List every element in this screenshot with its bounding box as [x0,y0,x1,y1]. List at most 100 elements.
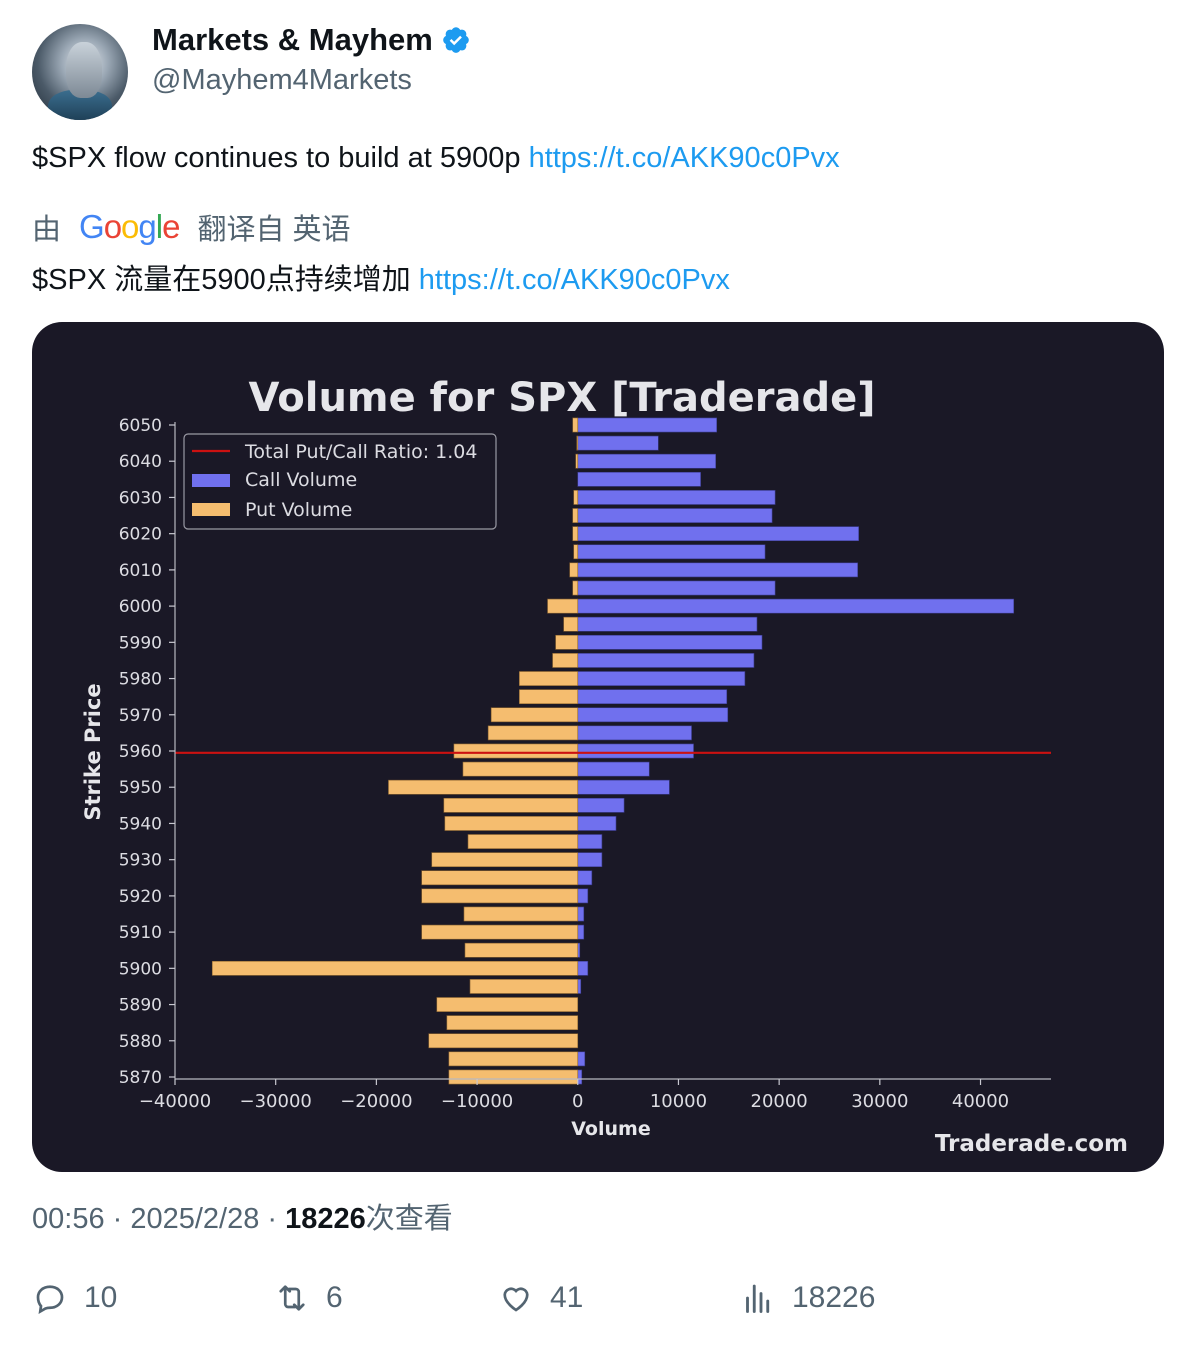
tweet-body: $SPX flow continues to build at 5900p [32,142,529,174]
call-volume-bar [577,1069,583,1085]
put-volume-bar [462,761,579,777]
google-logo: Google [79,208,180,245]
author-name[interactable]: Markets & Mayhem [152,22,433,57]
y-tick-label: 5950 [119,778,162,798]
put-volume-bar [573,544,579,560]
put-volume-bar [448,1051,579,1067]
call-volume-bar [577,852,603,868]
y-tick-label: 5870 [119,1068,162,1088]
legend-call-swatch [192,474,230,487]
put-volume-bar [572,508,579,523]
put-volume-bar [572,580,579,596]
call-volume-bar [577,544,766,560]
put-volume-bar [388,779,579,795]
x-tick-label: −20000 [340,1091,412,1112]
y-tick-label: 5970 [119,706,162,726]
call-volume-bar [577,616,758,632]
call-volume-bar [577,634,763,650]
put-volume-bar [431,852,579,868]
call-volume-bar [577,779,670,795]
put-volume-bar [572,526,579,542]
translation-attribution: 由 Google 翻译自 英语 [32,206,351,248]
legend-call-label: Call Volume [245,469,357,491]
analytics-icon [746,1284,770,1313]
call-volume-bar [577,562,858,578]
x-tick-label: 20000 [751,1091,808,1112]
call-volume-bar [577,761,650,777]
call-volume-bar [577,725,692,741]
call-volume-bar [577,960,589,976]
call-volume-bar [577,707,729,723]
put-volume-bar [211,960,579,976]
chart-title: Volume for SPX [Traderade] [248,375,875,421]
put-volume-bar [421,870,579,886]
y-tick-label: 5880 [119,1032,162,1052]
y-tick-label: 6020 [119,525,162,545]
tweet-link[interactable]: https://t.co/AKK90c0Pvx [528,142,840,174]
tweet-timestamp[interactable]: 00:56 · 2025/2/28 · [32,1203,286,1235]
action-bar: 10 6 41 18226 [32,1280,1164,1330]
y-tick-label: 5990 [119,633,162,653]
put-volume-bar [421,888,579,904]
translated-by-label: 由 [32,214,62,246]
call-volume-bar [577,834,603,849]
call-volume-bar [577,870,593,886]
call-volume-bar [577,435,659,451]
y-tick-label: 5980 [119,670,162,690]
volume-chart: Volume for SPX [Traderade] 6050 6040 6030 60… [81,375,1128,1157]
put-volume-bar [547,598,579,614]
y-tick-label: 6050 [119,416,162,436]
retweet-count: 6 [326,1281,343,1314]
like-button[interactable]: 41 [498,1280,583,1316]
views-label: 次查看 [365,1203,453,1235]
y-tick-label: 6040 [119,452,162,472]
put-volume-bar [519,671,579,686]
put-volume-bar [572,417,579,433]
avatar[interactable] [32,24,128,120]
x-tick-label: 40000 [952,1091,1009,1112]
tweet-meta: 00:56 · 2025/2/28 · 18226次查看 [32,1195,453,1237]
put-volume-bar [490,707,579,723]
x-tick-label: 10000 [650,1091,707,1112]
y-tick-label: 6010 [119,561,162,581]
call-volume-bar [577,490,776,505]
y-tick-label: 6030 [119,488,162,508]
retweet-icon [279,1285,305,1311]
put-volume-bar [436,997,579,1012]
put-volume-bar [464,942,579,958]
x-tick-label: 30000 [851,1091,908,1112]
retweet-button[interactable]: 6 [274,1280,343,1316]
call-volume-bar [577,508,773,523]
views-button[interactable]: 18226 [740,1280,875,1316]
translated-from-label[interactable]: 翻译自 英语 [197,214,351,246]
views-action-count: 18226 [792,1281,876,1314]
call-volume-bar [577,417,718,433]
translated-body: $SPX 流量在5900点持续增加 [32,264,419,296]
reply-button[interactable]: 10 [32,1280,117,1316]
put-volume-bar [555,634,579,650]
x-tick-label: 0 [572,1091,583,1112]
translated-link[interactable]: https://t.co/AKK90c0Pvx [418,264,730,296]
like-count: 41 [550,1281,584,1314]
put-volume-bar [575,453,579,469]
author-handle[interactable]: @Mayhem4Markets [152,64,412,96]
put-volume-bar [467,834,579,849]
call-volume-bar [577,580,776,596]
call-volume-bar [577,979,582,994]
put-volume-bar [428,1033,579,1049]
put-volume-bar [519,689,579,705]
chart-image[interactable]: Volume for SPX [Traderade] 6050 6040 6030 60… [32,322,1164,1172]
call-volume-bar [577,671,746,686]
y-axis-label: Strike Price [81,683,105,820]
legend-ratio-label: Total Put/Call Ratio: 1.04 [244,441,477,463]
y-tick-label: 5960 [119,742,162,762]
y-tick-label: 5930 [119,851,162,871]
put-volume-bar [421,924,579,940]
put-volume-bar [487,725,579,741]
heart-icon [503,1287,529,1312]
chart-legend [183,433,497,530]
put-volume-bar [552,653,579,668]
put-volume-bar [563,616,579,632]
y-tick-label: 5910 [119,923,162,943]
views-count: 18226 [285,1203,366,1235]
